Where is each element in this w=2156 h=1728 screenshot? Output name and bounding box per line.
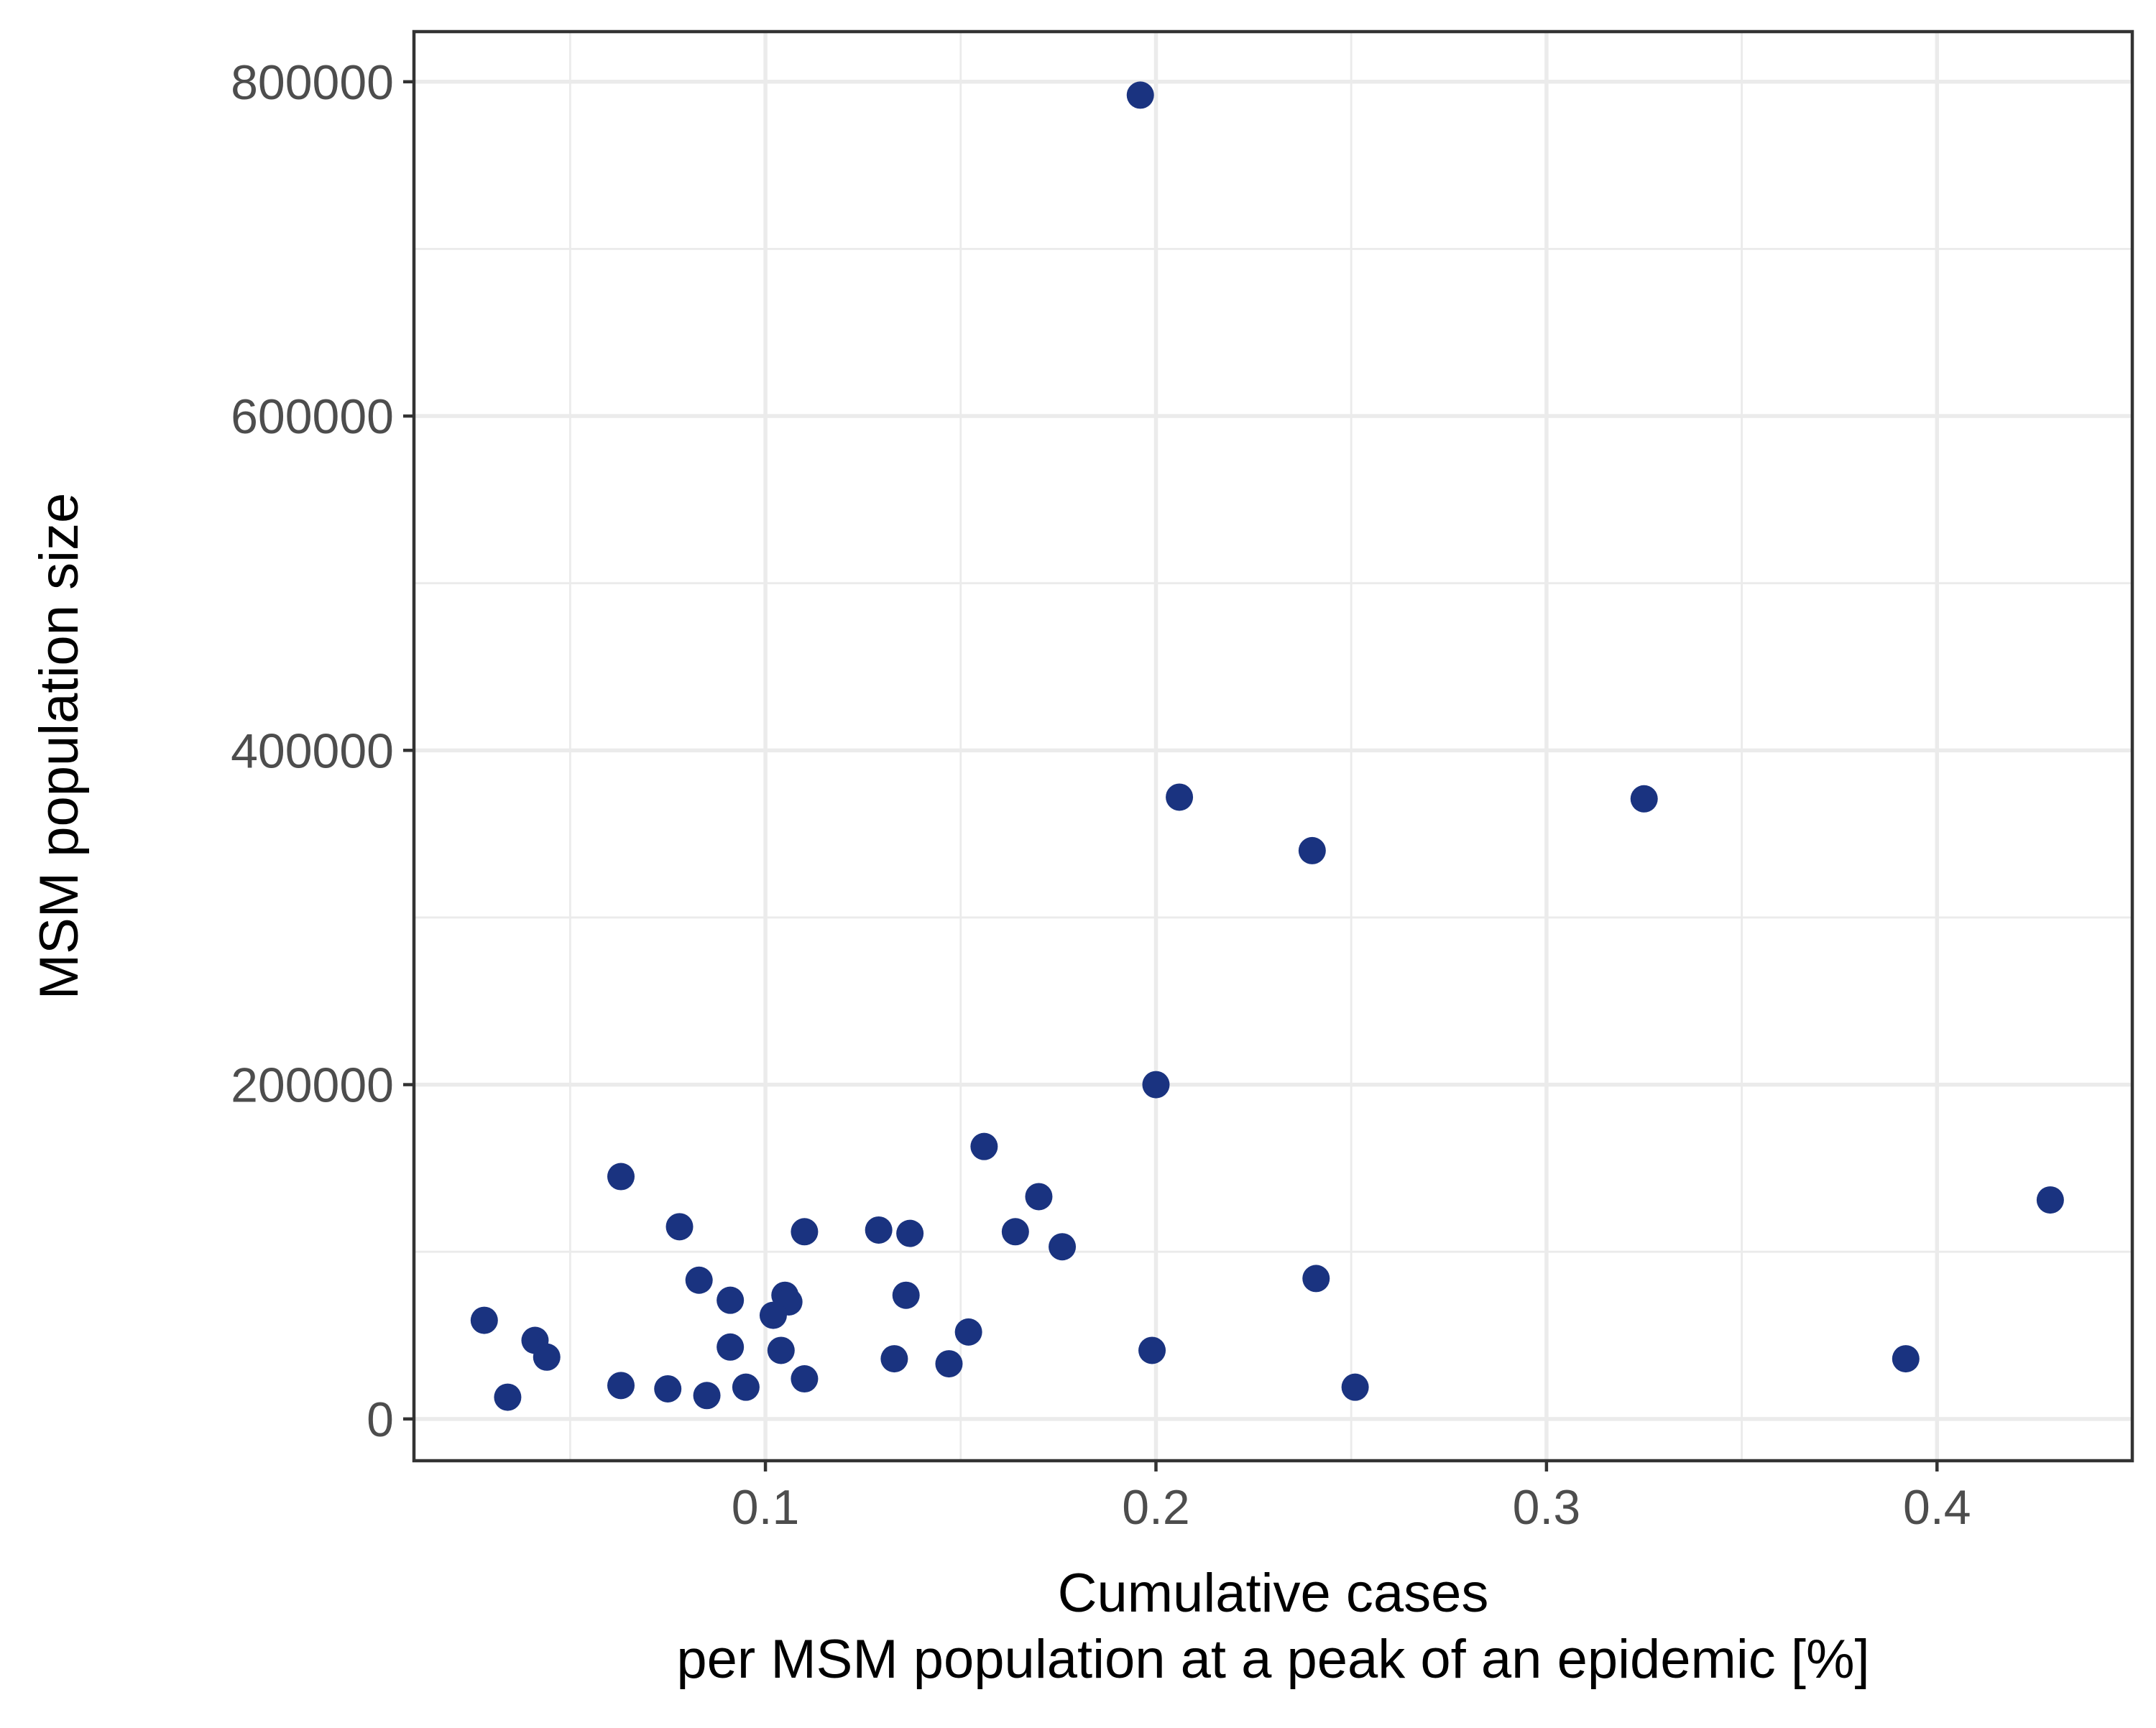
y-tick-label: 800000 <box>231 55 394 110</box>
data-point <box>685 1266 713 1294</box>
data-point <box>1892 1345 1920 1373</box>
data-point <box>791 1365 819 1393</box>
data-point <box>970 1132 998 1160</box>
data-point <box>954 1318 982 1346</box>
data-point <box>607 1372 635 1400</box>
y-tick-label: 200000 <box>231 1058 394 1113</box>
x-axis-title-line: per MSM population at a peak of an epide… <box>676 1629 1869 1690</box>
data-point <box>732 1373 760 1401</box>
data-point <box>533 1343 561 1371</box>
data-point <box>880 1345 908 1373</box>
axis-ticks <box>403 80 1939 1471</box>
y-tick-label: 0 <box>367 1392 394 1447</box>
plot-panel-border <box>412 29 2134 1463</box>
data-point <box>892 1281 920 1309</box>
data-point <box>1025 1183 1053 1211</box>
data-point <box>896 1219 924 1247</box>
data-point <box>693 1382 721 1410</box>
data-point <box>470 1306 498 1334</box>
x-axis-title-line: Cumulative cases <box>1058 1563 1489 1624</box>
tick-labels: 0.1 0.2 0.3 0.4 0 200000 400000 600000 800000 <box>231 55 1971 1535</box>
data-point <box>865 1216 893 1244</box>
data-point <box>791 1218 819 1246</box>
y-axis-title: MSM population size <box>29 493 90 999</box>
x-tick-label: 0.4 <box>1903 1480 1971 1535</box>
grid-lines <box>414 32 2132 1461</box>
x-tick-label: 0.1 <box>732 1480 800 1535</box>
data-point <box>1341 1373 1369 1401</box>
data-point <box>1126 81 1154 109</box>
data-point <box>607 1163 635 1191</box>
x-tick-label: 0.3 <box>1513 1480 1581 1535</box>
data-point <box>1630 785 1658 813</box>
data-point <box>935 1350 963 1378</box>
data-point <box>1001 1218 1029 1246</box>
y-tick-label: 400000 <box>231 724 394 778</box>
data-point <box>665 1213 694 1241</box>
data-point <box>767 1336 795 1364</box>
data-points <box>470 81 2064 1411</box>
data-point <box>1302 1265 1330 1293</box>
data-point <box>717 1286 745 1314</box>
data-point <box>654 1374 682 1403</box>
data-point <box>759 1301 787 1329</box>
data-point <box>2036 1186 2064 1214</box>
data-point <box>1142 1071 1170 1099</box>
data-point <box>1049 1233 1077 1261</box>
data-point <box>717 1333 745 1361</box>
x-tick-label: 0.2 <box>1122 1480 1190 1535</box>
data-point <box>1138 1336 1166 1364</box>
data-point <box>494 1383 522 1411</box>
data-point <box>1166 783 1194 811</box>
data-point <box>1298 836 1326 864</box>
y-tick-label: 600000 <box>231 389 394 444</box>
